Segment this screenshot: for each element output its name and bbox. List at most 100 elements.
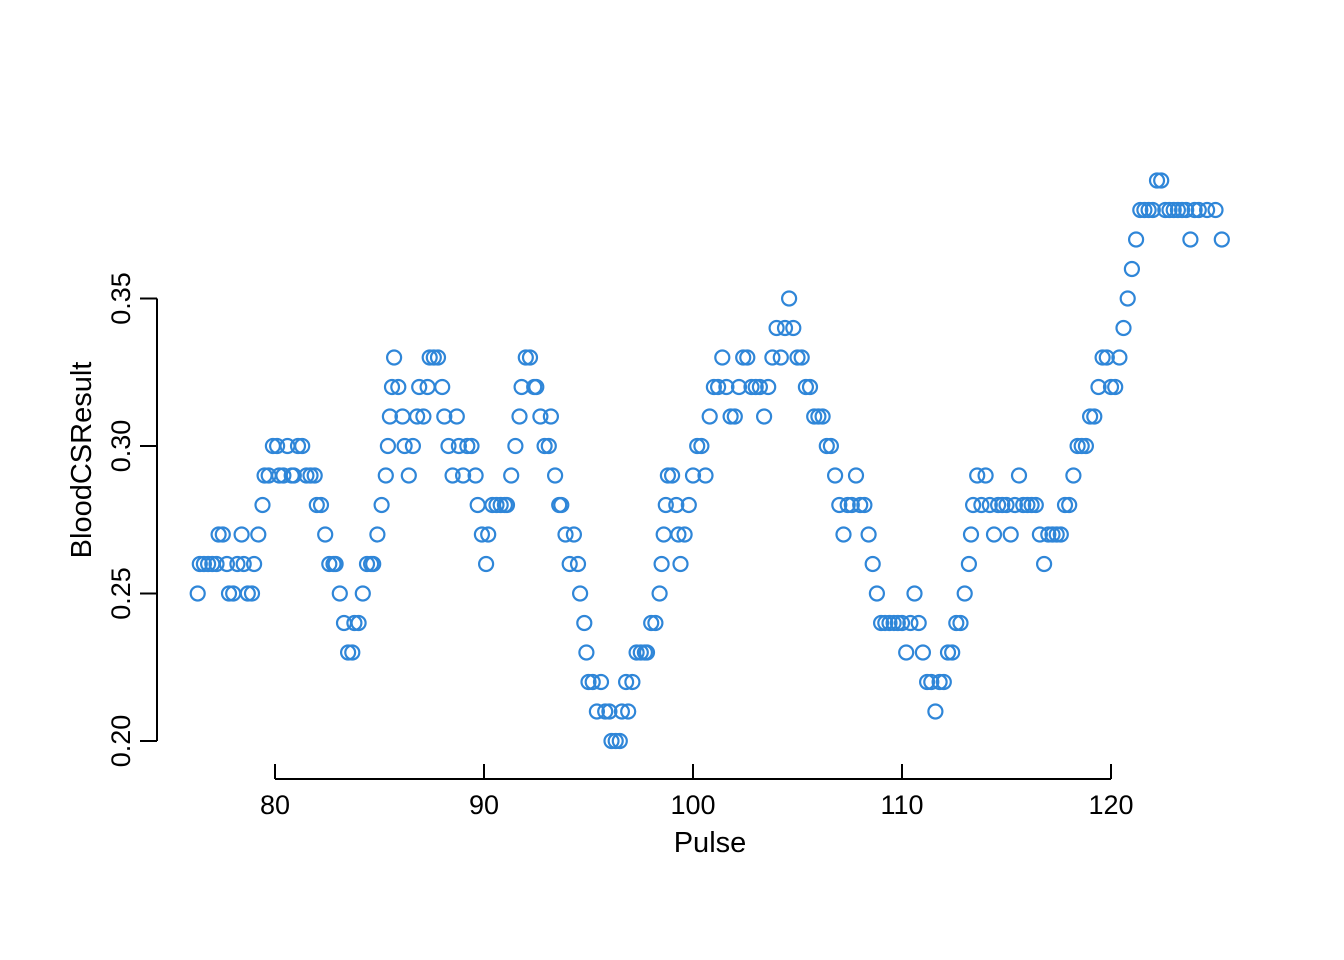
data-point: [298, 467, 315, 484]
data-point: [191, 555, 208, 573]
data-point: [1061, 496, 1078, 514]
data-point: [743, 378, 760, 396]
data-point: [1165, 201, 1182, 219]
data-point: [1019, 496, 1036, 514]
data-point: [1010, 467, 1028, 484]
data-point: [956, 585, 973, 602]
data-point: [557, 526, 574, 543]
data-point: [1069, 437, 1086, 455]
data-point: [923, 673, 940, 691]
data-point: [455, 467, 472, 484]
data-point: [235, 555, 252, 573]
point-layer: [189, 172, 1230, 750]
data-point: [772, 349, 789, 366]
data-point: [789, 349, 806, 366]
data-point: [576, 614, 593, 632]
data-point: [1190, 201, 1207, 219]
data-point: [373, 496, 390, 514]
data-point: [436, 408, 453, 425]
data-point: [643, 614, 660, 632]
data-point: [1178, 201, 1195, 219]
data-point: [659, 467, 677, 484]
data-point: [306, 467, 323, 484]
data-point: [952, 614, 969, 632]
data-point: [1127, 231, 1145, 248]
data-point: [1015, 496, 1032, 514]
data-point: [1040, 526, 1057, 543]
y-tick-label: 0.25: [106, 567, 136, 620]
data-point: [628, 644, 645, 661]
x-axis-title: Pulse: [674, 827, 747, 859]
y-tick-label: 0.35: [106, 272, 136, 325]
data-point: [801, 378, 819, 396]
data-point: [1186, 201, 1203, 219]
data-point: [793, 349, 810, 366]
data-point: [210, 526, 227, 543]
data-point: [868, 585, 886, 602]
data-point: [676, 526, 693, 543]
data-point: [918, 673, 936, 691]
data-point: [860, 526, 877, 543]
data-point: [601, 703, 618, 720]
data-point: [503, 467, 520, 484]
data-point: [569, 555, 587, 573]
data-point: [400, 467, 417, 484]
data-point: [960, 555, 978, 573]
data-point: [478, 555, 495, 573]
data-point: [701, 408, 718, 425]
data-point: [294, 437, 311, 455]
data-point: [881, 614, 898, 632]
data-point: [981, 496, 998, 514]
data-point: [709, 378, 727, 396]
data-point: [386, 349, 403, 366]
data-point: [877, 614, 894, 632]
data-point: [1115, 319, 1132, 337]
data-point: [467, 467, 484, 484]
data-point: [1153, 172, 1170, 189]
data-point: [459, 437, 476, 455]
data-point: [693, 437, 710, 455]
data-point: [718, 378, 735, 396]
data-point: [818, 437, 835, 455]
data-point: [450, 437, 467, 455]
data-point: [1044, 526, 1061, 543]
data-point: [780, 290, 798, 307]
data-point: [611, 732, 628, 750]
data-point: [973, 496, 990, 514]
data-point: [902, 614, 919, 632]
data-point: [1207, 201, 1224, 219]
data-point: [910, 614, 927, 632]
data-point: [344, 644, 361, 661]
data-point: [893, 614, 911, 632]
data-point: [806, 408, 823, 425]
data-point: [195, 555, 212, 573]
data-point: [1056, 496, 1074, 514]
data-point: [218, 555, 235, 573]
data-point: [421, 349, 438, 366]
data-point: [705, 378, 723, 396]
x-tick-label: 110: [880, 790, 923, 820]
data-point: [814, 408, 831, 425]
data-point: [852, 496, 869, 514]
data-point: [444, 467, 461, 484]
data-point: [346, 614, 363, 632]
data-point: [768, 319, 785, 337]
data-point: [1002, 526, 1019, 543]
data-point: [409, 408, 426, 425]
data-point: [233, 526, 250, 543]
data-point: [843, 496, 860, 514]
data-point: [473, 526, 490, 543]
data-point: [657, 496, 674, 514]
data-point: [962, 526, 980, 543]
data-point: [931, 673, 948, 691]
data-point: [383, 378, 401, 396]
data-point: [308, 496, 325, 514]
data-point: [1098, 349, 1115, 366]
data-point: [747, 378, 764, 396]
data-point: [651, 585, 668, 602]
data-point: [1073, 437, 1090, 455]
data-point: [507, 437, 524, 455]
data-point: [463, 437, 480, 455]
data-point: [1102, 378, 1120, 396]
data-point: [1086, 408, 1103, 425]
